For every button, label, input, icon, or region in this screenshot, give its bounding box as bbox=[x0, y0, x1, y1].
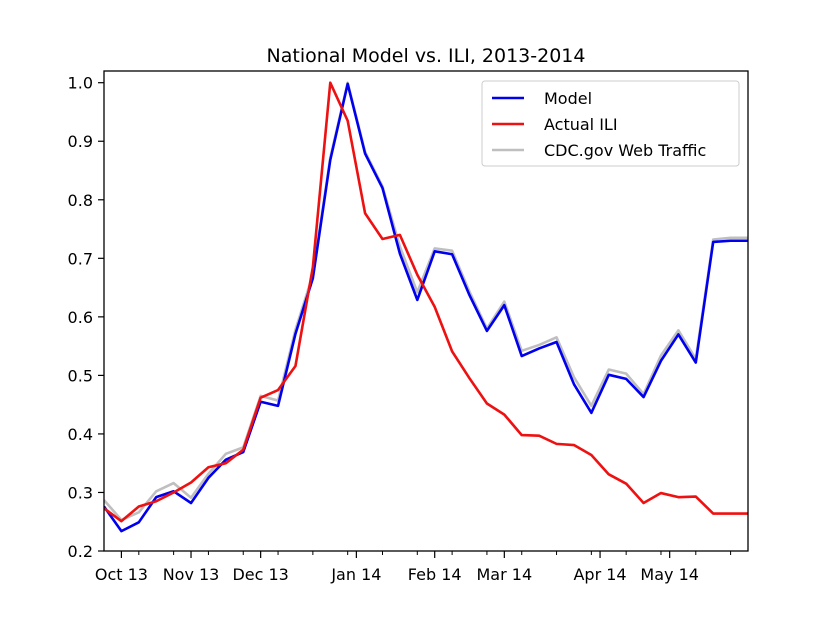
x-tick-label: Nov 13 bbox=[163, 565, 220, 584]
y-tick-label: 0.9 bbox=[68, 132, 93, 151]
y-tick-label: 0.6 bbox=[68, 308, 93, 327]
series-line-actual-ili bbox=[104, 81, 748, 523]
y-tick-label: 0.3 bbox=[68, 483, 93, 502]
series-line-cdc-gov-web-traffic bbox=[104, 81, 748, 522]
series-line-model bbox=[104, 82, 748, 533]
y-tick-label: 0.5 bbox=[68, 366, 93, 385]
chart-title: National Model vs. ILI, 2013-2014 bbox=[267, 45, 586, 67]
x-tick-label: Mar 14 bbox=[477, 565, 533, 584]
axes-frame bbox=[103, 70, 749, 552]
y-tick-label: 0.8 bbox=[68, 191, 93, 210]
x-tick-label: Dec 13 bbox=[232, 565, 288, 584]
y-tick-label: 0.2 bbox=[68, 542, 93, 561]
y-tick-label: 0.7 bbox=[68, 249, 93, 268]
x-tick-label: Apr 14 bbox=[573, 565, 626, 584]
x-tick-label: Feb 14 bbox=[408, 565, 462, 584]
legend-label: Actual ILI bbox=[544, 115, 618, 134]
axes-layer: 0.2 0.3 0.4 0.5 0.6 0.7 0.8 0.9 1.0 Oct 13 Nov 13 D… bbox=[68, 74, 732, 584]
y-tick-label: 1.0 bbox=[68, 74, 93, 93]
legend-label: CDC.gov Web Traffic bbox=[544, 141, 706, 160]
x-tick-label: May 14 bbox=[640, 565, 699, 584]
legend-box bbox=[481, 80, 740, 167]
legend-label: Model bbox=[544, 89, 592, 108]
plot-lines bbox=[104, 81, 748, 533]
x-tick-label: Oct 13 bbox=[95, 565, 148, 584]
legend: Model Actual ILI CDC.gov Web Traffic bbox=[481, 80, 740, 167]
x-tick-label: Jan 14 bbox=[330, 565, 381, 584]
y-tick-label: 0.4 bbox=[68, 425, 93, 444]
